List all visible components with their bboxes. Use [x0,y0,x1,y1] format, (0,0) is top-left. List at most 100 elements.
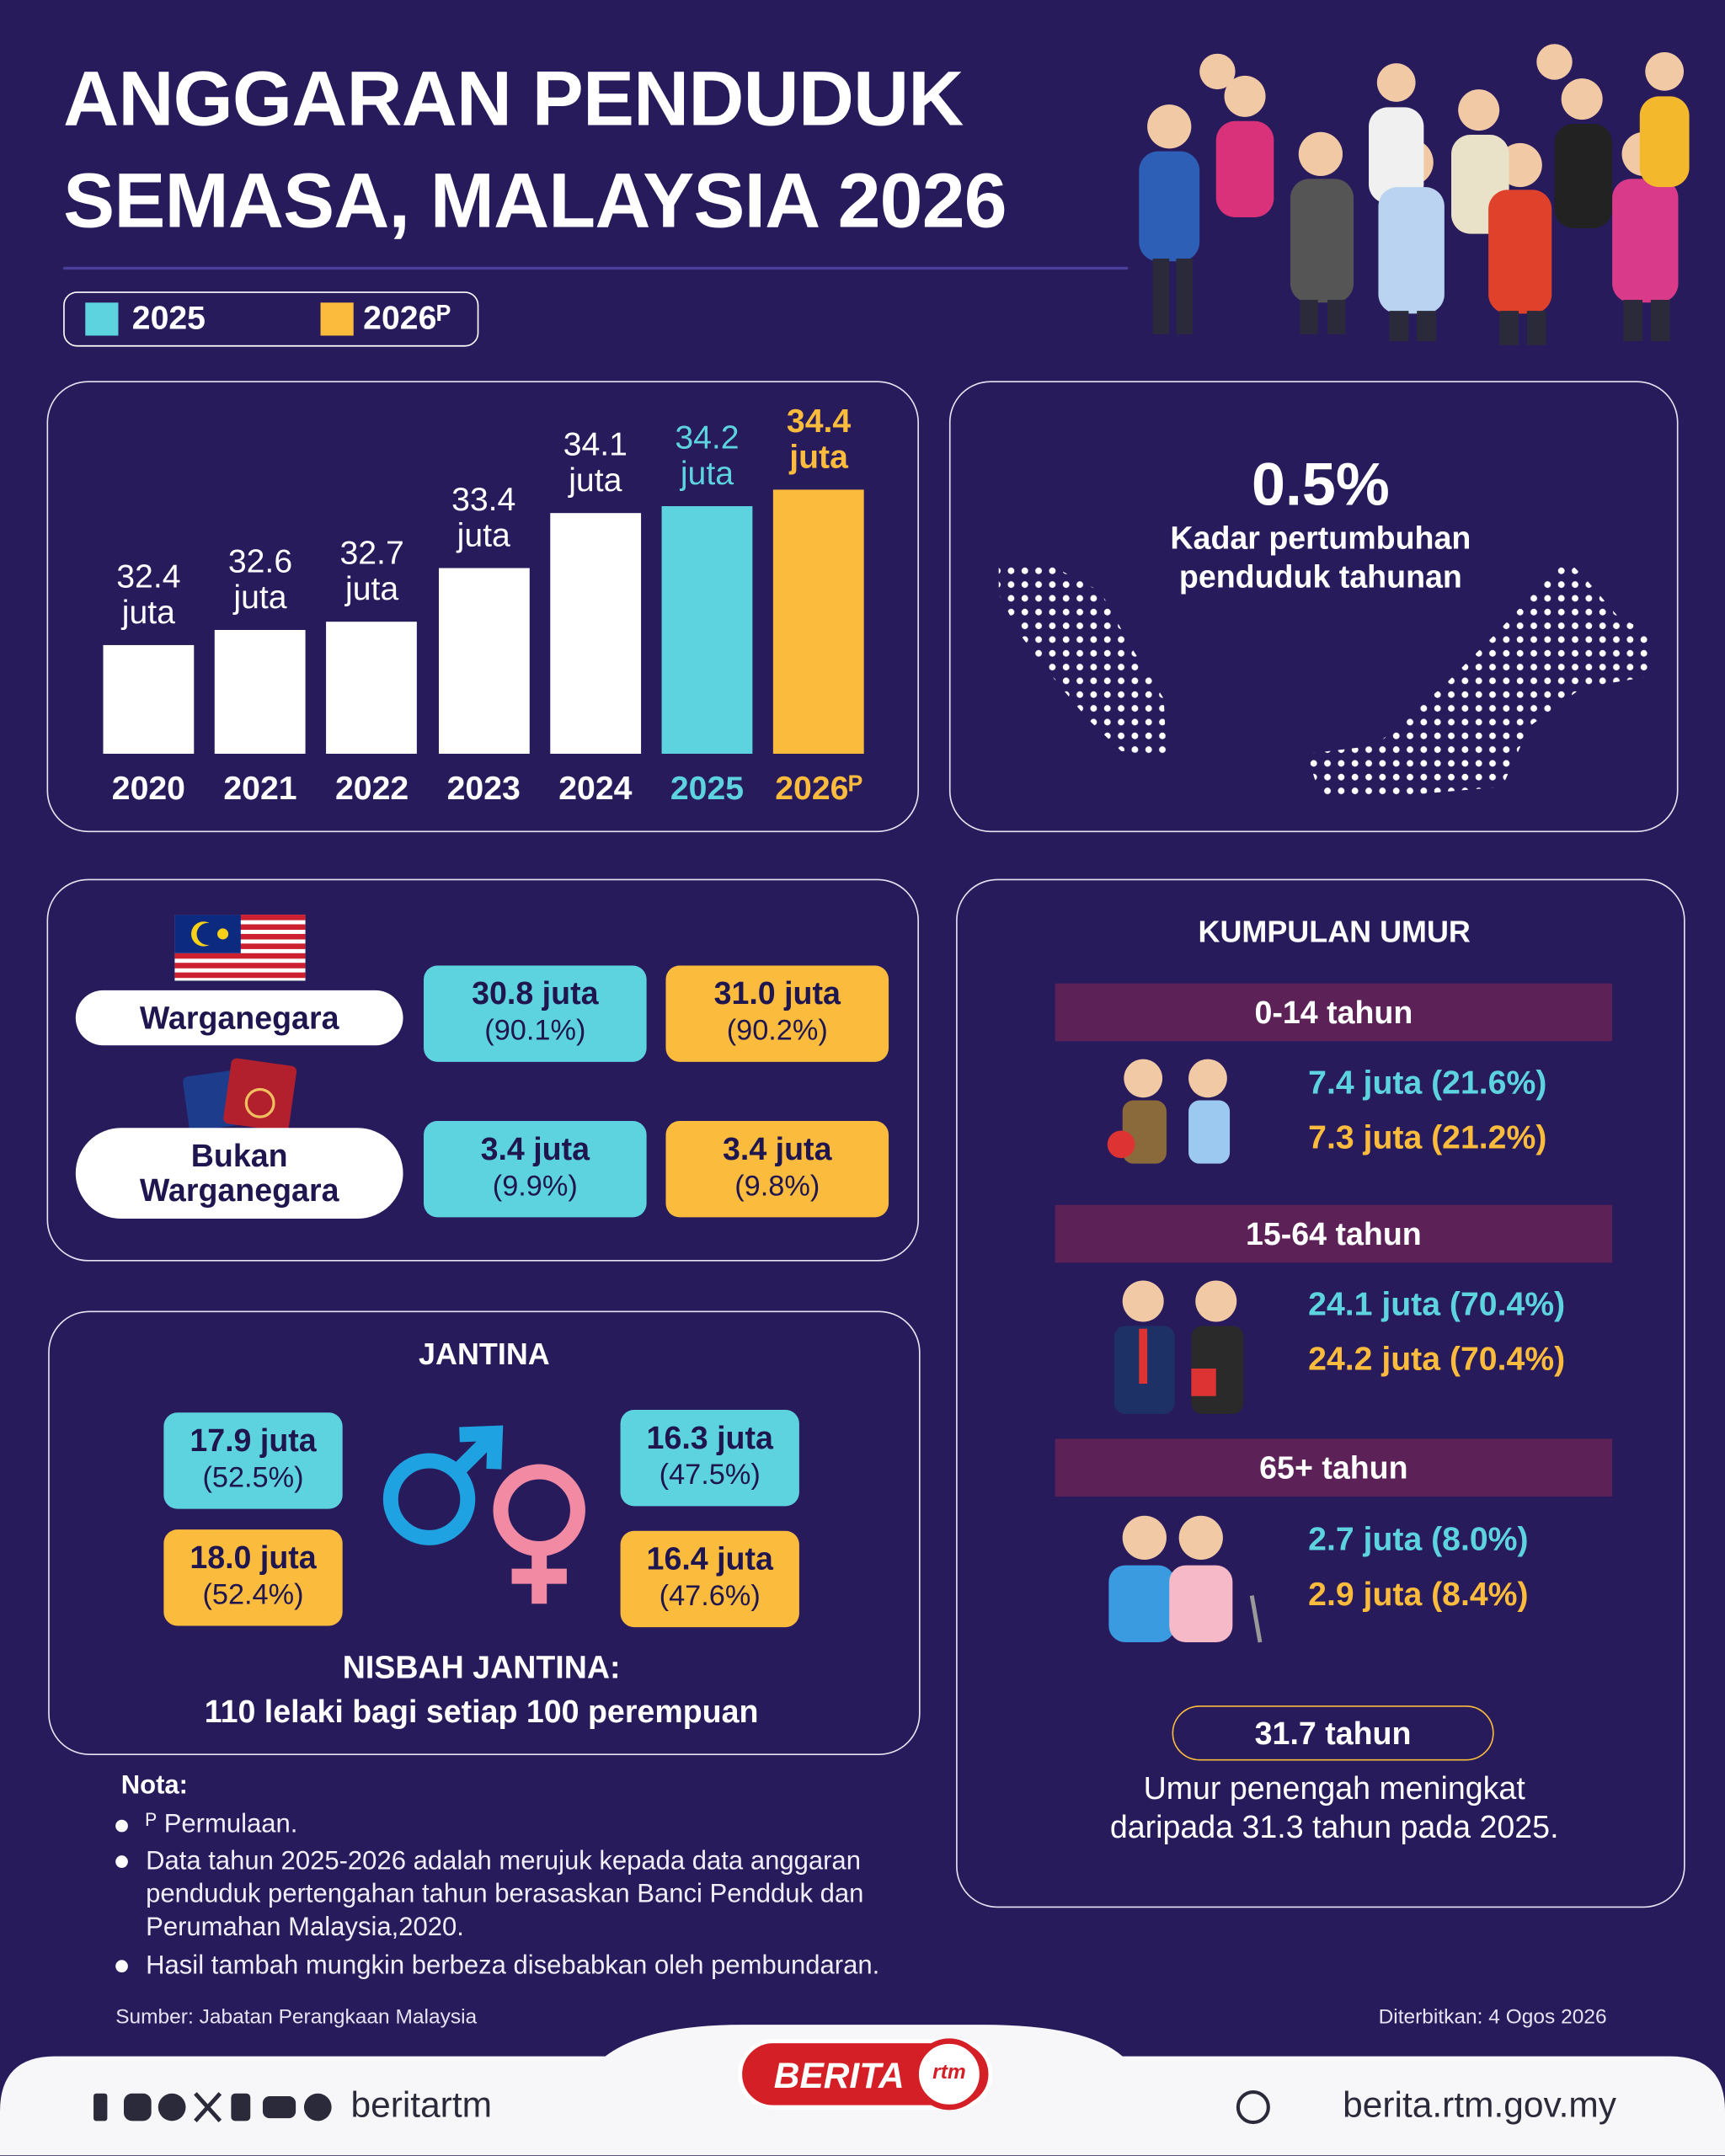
citizen-label: Warganegara [75,990,403,1046]
bar-value-label: 34.1 juta [563,426,628,500]
bar-value-label: 32.4 juta [116,558,181,632]
notes-title: Nota: [120,1771,189,1801]
amount: 16.4 juta [646,1540,773,1577]
citizen-label: Bukan Warganegara [75,1128,403,1219]
social-handle[interactable]: beritartm [350,2084,492,2126]
bar [326,622,418,754]
age-group-label: 0-14 tahun [1055,983,1613,1042]
stat-cell: 3.4 juta (9.8%) [665,1121,889,1218]
category-label: 2025 [670,770,745,808]
growth-caption: Kadar pertumbuhan [1170,520,1471,556]
category-label: 2021 [223,770,297,808]
share: (52.5%) [202,1462,304,1494]
bar [549,513,641,754]
stat-cell: 16.3 juta (47.5%) [620,1410,799,1507]
age-group-label: 15-64 tahun [1055,1204,1613,1263]
share: (47.5%) [659,1459,761,1492]
bar [103,645,195,754]
amount: 30.8 juta [472,974,599,1011]
bar-value-label: 34.2 juta [675,419,740,492]
chart-panel [46,381,919,833]
category-label: 2020 [111,770,185,808]
gender-panel [48,1310,921,1755]
median-age: 31.7 tahun [1172,1705,1494,1761]
amount: 3.4 juta [723,1130,832,1166]
stat-cell: 18.0 juta (52.4%) [163,1529,343,1626]
category-label: 2026ᴾ [775,770,862,808]
legend-label: 2025 [131,300,206,338]
share: (47.6%) [659,1580,761,1613]
category-label: 2024 [558,770,633,808]
bullet [115,1855,128,1868]
note-item: Hasil tambah mungkin berbeza disebabkan … [146,1951,880,1981]
crowd-illustration [1139,44,1690,345]
bar [215,629,306,754]
growth-panel [948,381,1679,833]
globe-icon [1236,2090,1270,2125]
malaysia-dot-map [998,558,1654,798]
share: (9.8%) [734,1170,820,1203]
age-panel [956,878,1685,1908]
amount: 16.3 juta [646,1419,773,1455]
amount: 31.0 juta [713,974,841,1011]
note-item: ᴾ Permulaan. [146,1810,298,1839]
stat-cell: 30.8 juta (90.1%) [424,965,647,1062]
share: (52.4%) [202,1578,304,1611]
bar [773,489,864,754]
website[interactable]: berita.rtm.gov.my [1343,2084,1617,2126]
title-line: SEMASA, MALAYSIA 2026 [63,157,1007,244]
age-value: 24.1 juta (70.4%) [1308,1286,1566,1324]
stat-cell: 31.0 juta (90.2%) [665,965,889,1062]
footer-band [0,2025,1725,2156]
age-group-label: 65+ tahun [1055,1438,1613,1497]
legend-label: 2026ᴾ [363,300,451,338]
bar-value-label: 34.4 juta [786,403,852,477]
amount: 3.4 juta [480,1130,590,1166]
ratio-title: NISBAH JANTINA: [342,1649,621,1685]
amount: 18.0 juta [190,1539,317,1576]
median-caption: Umur penengah meningkat [1143,1769,1525,1806]
logo-text: BERITA [773,2055,905,2096]
legend-swatch [85,302,119,336]
population-chart: 32.4 juta 2020 32.6 juta 2021 32.7 juta 2022 3… [0,0,1725,963]
note-item: Data tahun 2025-2026 adalah merujuk kepa… [146,1847,864,1943]
share: (9.9%) [492,1170,578,1203]
social-icons [93,2092,332,2123]
bar-value-label: 32.7 juta [339,535,404,609]
age-value: 2.7 juta (8.0%) [1308,1521,1529,1559]
flag-icon [174,915,306,981]
median-caption: daripada 31.3 tahun pada 2025. [1109,1808,1559,1845]
age-value: 24.2 juta (70.4%) [1308,1341,1566,1379]
gender-symbols [382,1425,585,1604]
share: (90.2%) [726,1015,828,1047]
age-value: 7.3 juta (21.2%) [1308,1119,1547,1157]
passport-icon [183,1058,297,1132]
section-title: JANTINA [419,1337,550,1372]
growth-caption: penduduk tahunan [1178,558,1462,595]
stat-cell: 3.4 juta (9.9%) [424,1121,647,1218]
source: Sumber: Jabatan Perangkaan Malaysia [115,2005,478,2029]
age-illustrations [1107,1059,1263,1643]
title-line: ANGGARAN PENDUDUK [63,55,964,142]
legend: 2025 2026ᴾ [63,291,479,347]
category-label: 2023 [446,770,521,808]
stat-cell: 17.9 juta (52.5%) [163,1412,343,1509]
legend-swatch [320,302,354,336]
logo-badge: rtm [932,2060,966,2084]
amount: 17.9 juta [190,1422,317,1459]
category-label: 2022 [334,770,409,808]
citizenship-panel [46,878,919,1262]
bar [438,567,530,754]
growth-rate: 0.5% [1251,451,1390,519]
bar-value-label: 33.4 juta [451,481,516,554]
ratio-text: 110 lelaki bagi setiap 100 perempuan [204,1693,759,1729]
section-title: KUMPULAN UMUR [1198,915,1471,949]
stat-cell: 16.4 juta (47.6%) [620,1530,799,1628]
share: (90.1%) [484,1015,586,1047]
bar-value-label: 32.6 juta [227,542,293,616]
age-value: 7.4 juta (21.6%) [1308,1065,1547,1102]
